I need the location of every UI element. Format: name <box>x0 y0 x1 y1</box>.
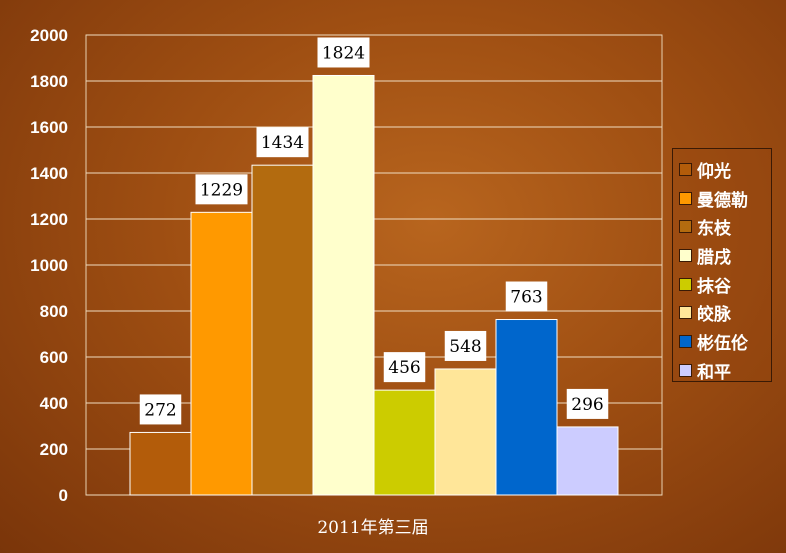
data-label-box <box>505 281 548 312</box>
bar <box>495 319 558 496</box>
data-label: 272 <box>139 394 182 425</box>
y-axis-tick-labels: 0 200 400 600 800 1000 1200 1400 1600 1800 2000 <box>30 26 68 505</box>
legend-swatch <box>679 334 692 348</box>
data-label-value: 1434 <box>261 133 304 153</box>
legend-label: 东枝 <box>697 219 731 240</box>
legend-item: 彬伍伦 <box>679 327 771 356</box>
data-label-box <box>317 37 370 68</box>
legend-swatch <box>679 277 692 291</box>
data-label: 1229 <box>195 174 248 205</box>
data-label: 1434 <box>256 127 309 158</box>
data-label-box <box>139 394 182 425</box>
bar <box>373 389 436 496</box>
y-tick-label: 2000 <box>30 26 68 45</box>
legend-label: 抹谷 <box>697 276 731 297</box>
bar <box>190 211 253 496</box>
data-label-value: 272 <box>144 400 176 420</box>
x-axis-label: 2011年第三届 <box>317 518 428 538</box>
legend-swatch <box>679 306 692 320</box>
bar <box>312 74 375 496</box>
legend-label: 腊戌 <box>697 247 731 268</box>
data-label: 456 <box>383 352 426 383</box>
bar <box>251 164 314 496</box>
legend-item: 皎脉 <box>679 298 771 327</box>
data-label-value: 296 <box>571 395 603 415</box>
data-labels: 272 1229 1434 1824 456 548 763 296 <box>139 37 609 425</box>
data-label-value: 1824 <box>322 43 365 63</box>
legend-label: 彬伍伦 <box>697 333 748 354</box>
bars <box>129 74 619 496</box>
legend-item: 仰光 <box>679 155 771 184</box>
data-label: 763 <box>505 281 548 312</box>
bar <box>556 426 619 496</box>
legend-label: 皎脉 <box>697 305 731 326</box>
bar <box>129 431 192 496</box>
legend-label: 和平 <box>697 362 731 383</box>
legend-item: 腊戌 <box>679 241 771 270</box>
y-tick-label: 1000 <box>30 256 68 275</box>
data-label-value: 548 <box>449 337 481 357</box>
legend-item: 抹谷 <box>679 270 771 299</box>
legend-item: 东枝 <box>679 212 771 241</box>
data-label: 548 <box>444 330 487 361</box>
data-label-value: 456 <box>388 358 420 378</box>
y-tick-label: 600 <box>40 348 68 367</box>
legend-swatch <box>679 191 692 205</box>
legend-swatch <box>679 220 692 234</box>
legend-swatch <box>679 162 692 176</box>
legend-swatch <box>679 248 692 262</box>
y-tick-label: 800 <box>40 302 68 321</box>
legend-item: 曼德勒 <box>679 184 771 213</box>
y-tick-label: 1600 <box>30 118 68 137</box>
y-tick-label: 0 <box>59 486 68 505</box>
legend-label: 曼德勒 <box>697 190 748 211</box>
bar <box>434 368 497 496</box>
data-label-box <box>195 174 248 205</box>
y-tick-label: 400 <box>40 394 68 413</box>
data-label-box <box>383 352 426 383</box>
legend-swatch <box>679 363 692 377</box>
data-label-value: 1229 <box>200 180 243 200</box>
y-tick-label: 1200 <box>30 210 68 229</box>
y-tick-label: 200 <box>40 440 68 459</box>
data-label: 296 <box>566 388 609 419</box>
legend-item: 和平 <box>679 356 771 385</box>
data-label-box <box>256 127 309 158</box>
data-label-box <box>444 330 487 361</box>
y-tick-label: 1400 <box>30 164 68 183</box>
data-label-value: 763 <box>510 288 542 308</box>
legend: 仰光曼德勒东枝腊戌抹谷皎脉彬伍伦和平 <box>672 148 772 385</box>
y-tick-label: 1800 <box>30 72 68 91</box>
legend-label: 仰光 <box>697 161 731 182</box>
data-label: 1824 <box>317 37 370 68</box>
data-label-box <box>566 388 609 419</box>
